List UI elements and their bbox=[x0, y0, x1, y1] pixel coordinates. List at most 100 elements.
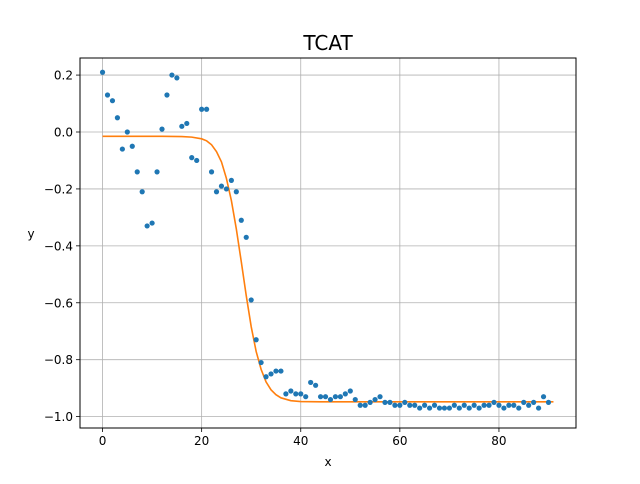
data-point bbox=[342, 391, 348, 397]
data-point bbox=[99, 69, 106, 75]
data-point bbox=[322, 394, 329, 400]
scatter-points-layer bbox=[99, 69, 552, 411]
data-point bbox=[199, 106, 205, 112]
data-point bbox=[204, 106, 210, 112]
fit-curve bbox=[102, 135, 554, 403]
data-point bbox=[243, 234, 249, 240]
data-point bbox=[134, 169, 140, 175]
data-point bbox=[372, 396, 378, 403]
data-point bbox=[501, 405, 507, 411]
data-point bbox=[431, 402, 438, 408]
data-point bbox=[149, 220, 155, 226]
data-point bbox=[223, 186, 230, 192]
data-point bbox=[476, 405, 482, 411]
x-tick-label: 0 bbox=[99, 434, 107, 448]
data-point bbox=[506, 402, 512, 408]
data-point bbox=[367, 399, 373, 405]
data-point bbox=[263, 374, 269, 380]
data-point bbox=[258, 359, 264, 366]
data-point bbox=[531, 399, 537, 405]
data-point bbox=[124, 129, 130, 135]
data-point bbox=[288, 388, 294, 394]
data-point bbox=[109, 98, 116, 104]
data-point bbox=[218, 183, 225, 189]
data-point bbox=[456, 405, 462, 411]
data-point bbox=[233, 189, 239, 195]
data-point bbox=[412, 402, 418, 408]
y-axis-label: y bbox=[27, 227, 34, 241]
data-point bbox=[392, 402, 398, 408]
data-point bbox=[337, 394, 343, 400]
data-point bbox=[402, 399, 408, 405]
data-point bbox=[422, 402, 428, 408]
data-point bbox=[327, 396, 334, 403]
data-point bbox=[189, 155, 195, 161]
data-point bbox=[417, 405, 423, 411]
data-point bbox=[313, 382, 319, 388]
data-point bbox=[347, 388, 353, 394]
y-tick-label: 0.0 bbox=[54, 126, 73, 140]
x-tick-label: 40 bbox=[293, 434, 308, 448]
data-point bbox=[352, 396, 358, 403]
data-point bbox=[213, 189, 220, 195]
data-point bbox=[387, 399, 393, 405]
data-point bbox=[466, 405, 472, 411]
data-point bbox=[139, 189, 145, 195]
data-point bbox=[119, 146, 125, 152]
data-point bbox=[451, 402, 457, 408]
data-point bbox=[154, 169, 160, 175]
data-point bbox=[407, 402, 413, 408]
data-point bbox=[362, 402, 368, 408]
data-point bbox=[357, 402, 363, 408]
data-point bbox=[511, 402, 517, 408]
data-point bbox=[441, 405, 448, 411]
data-point bbox=[144, 223, 150, 229]
data-point bbox=[208, 169, 215, 175]
data-point bbox=[179, 123, 185, 129]
data-point bbox=[481, 402, 487, 408]
data-point bbox=[174, 75, 180, 81]
data-point bbox=[461, 402, 467, 408]
fit-curve-layer bbox=[102, 135, 554, 403]
data-point bbox=[273, 368, 279, 374]
x-tick-label: 60 bbox=[392, 434, 407, 448]
data-point bbox=[278, 368, 284, 374]
data-point bbox=[535, 405, 542, 411]
data-point bbox=[332, 394, 339, 400]
data-point bbox=[194, 157, 200, 164]
data-point bbox=[426, 405, 433, 411]
data-point bbox=[436, 405, 443, 411]
data-point bbox=[268, 371, 274, 377]
data-point bbox=[377, 394, 383, 400]
plot-frame bbox=[79, 57, 577, 429]
y-tick-label: −0.6 bbox=[44, 296, 73, 310]
data-point bbox=[104, 92, 111, 98]
y-tick-label: −0.4 bbox=[44, 239, 73, 253]
data-point bbox=[283, 391, 289, 397]
data-point bbox=[526, 402, 532, 408]
data-point bbox=[491, 399, 497, 405]
data-point bbox=[164, 92, 170, 98]
data-point bbox=[303, 394, 309, 400]
x-tick-label: 20 bbox=[194, 434, 209, 448]
data-point bbox=[397, 402, 403, 408]
chart-title: TCAT bbox=[302, 31, 353, 55]
x-axis-label: x bbox=[324, 455, 331, 469]
grid bbox=[80, 58, 576, 428]
data-point bbox=[248, 297, 254, 303]
data-point bbox=[238, 217, 244, 223]
data-point bbox=[471, 402, 477, 408]
data-point bbox=[253, 337, 259, 343]
data-point bbox=[516, 405, 522, 411]
data-point bbox=[293, 391, 299, 397]
data-point bbox=[308, 379, 314, 386]
data-point bbox=[114, 115, 121, 121]
data-point bbox=[129, 143, 135, 149]
x-tick-label: 80 bbox=[491, 434, 506, 448]
data-point bbox=[446, 405, 452, 411]
data-point bbox=[496, 402, 502, 408]
data-point bbox=[298, 391, 304, 397]
data-point bbox=[540, 394, 547, 400]
